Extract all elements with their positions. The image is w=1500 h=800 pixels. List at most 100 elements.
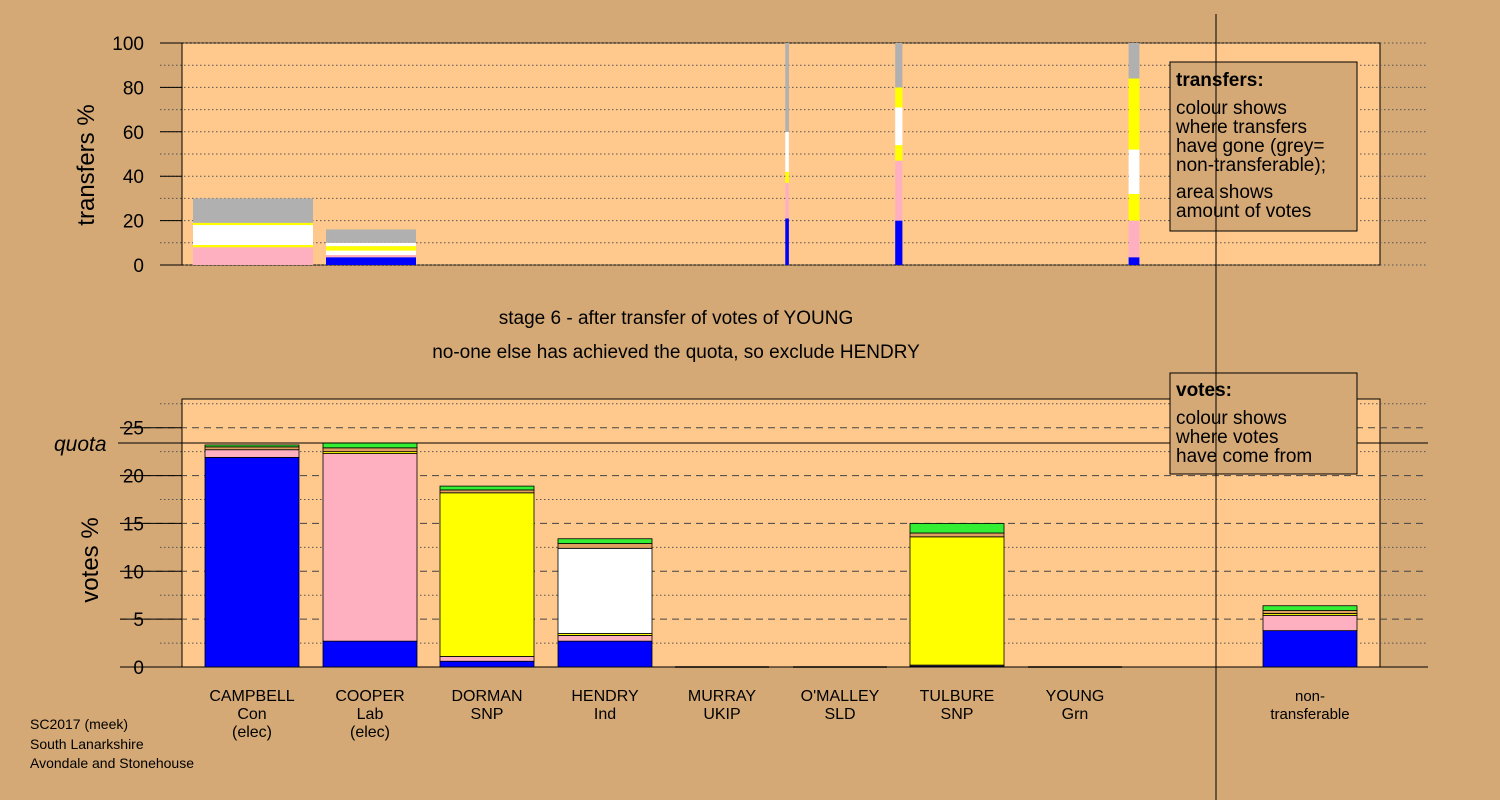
votes-y-tick-label: 25 <box>123 419 144 440</box>
candidate-labels: CAMPBELLCon(elec)COOPERLab(elec)DORMANSN… <box>209 688 1349 741</box>
votes-legend-line: where votes <box>1175 427 1278 448</box>
transfer-segment <box>895 43 903 88</box>
vote-segment <box>1262 610 1358 614</box>
candidate-label: SNP <box>471 706 504 723</box>
vote-segment <box>557 547 653 634</box>
votes-bars <box>204 442 1358 668</box>
vote-segment <box>557 635 653 642</box>
transfer-segment <box>193 222 313 226</box>
transfer-segment <box>193 245 313 248</box>
vote-segment <box>1262 605 1358 611</box>
vote-bar <box>322 442 418 668</box>
votes-y-axis-label: votes % <box>77 517 104 602</box>
transfer-segment <box>1128 43 1140 79</box>
votes-y-tick-label: 15 <box>123 514 144 535</box>
candidate-label: TULBURE <box>920 688 995 705</box>
vote-segment <box>439 485 535 491</box>
transfer-segment <box>193 247 313 265</box>
transfer-segment <box>326 250 416 256</box>
transfer-segment <box>326 242 416 247</box>
nontransferable-label: transferable <box>1270 706 1349 723</box>
transfer-segment <box>785 182 789 219</box>
transfers-y-tick-label: 0 <box>133 256 144 277</box>
candidate-label: SNP <box>941 706 974 723</box>
transfers-bars <box>193 43 1140 265</box>
transfers-legend-title: transfers: <box>1176 70 1264 91</box>
transfer-segment <box>326 255 416 258</box>
votes-y-tick-label: 10 <box>123 562 144 583</box>
candidate-label: COOPER <box>335 688 404 705</box>
transfer-segment <box>326 246 416 251</box>
stage-subtitle: no-one else has achieved the quota, so e… <box>432 342 920 363</box>
candidate-label: SLD <box>824 706 855 723</box>
transfer-segment <box>1128 78 1140 150</box>
vote-segment <box>204 446 300 451</box>
vote-segment <box>322 640 418 668</box>
transfers-legend-line: have gone (grey= <box>1176 136 1324 157</box>
candidate-label: CAMPBELL <box>209 688 294 705</box>
transfers-legend-line: area shows <box>1176 182 1273 203</box>
transfer-segment <box>1128 193 1140 221</box>
transfer-segment <box>326 257 416 265</box>
transfers-legend: transfers: colour shows where transfers … <box>1169 61 1358 232</box>
transfer-bar <box>193 198 313 265</box>
transfers-y-tick-label: 80 <box>123 78 144 99</box>
candidate-label: MURRAY <box>688 688 756 705</box>
votes-y-tick-label: 0 <box>133 658 144 679</box>
vote-segment <box>322 453 418 642</box>
vote-segment <box>1262 630 1358 668</box>
transfer-segment <box>785 218 789 265</box>
nontransferable-label: non- <box>1295 688 1325 705</box>
vote-bar <box>439 485 535 668</box>
transfer-segment <box>785 131 789 172</box>
candidate-label: Grn <box>1062 706 1089 723</box>
votes-legend-line: have come from <box>1176 446 1312 467</box>
transfer-bar <box>785 43 789 265</box>
transfers-legend-line: colour shows <box>1176 98 1287 119</box>
candidate-label: Lab <box>357 706 384 723</box>
vote-bar <box>557 538 653 668</box>
vote-segment <box>909 532 1005 538</box>
vote-bar <box>909 523 1005 668</box>
transfer-segment <box>895 107 903 146</box>
stage-title: stage 6 - after transfer of votes of YOU… <box>499 308 853 329</box>
transfer-segment <box>193 225 313 246</box>
transfer-segment <box>785 171 789 183</box>
transfer-segment <box>785 43 789 132</box>
footer-line: Avondale and Stonehouse <box>30 755 194 771</box>
vote-segment <box>439 489 535 494</box>
transfers-panel: 0 20 40 60 80 100 transfers % transfers: colo… <box>73 34 1428 277</box>
footer-line: SC2017 (meek) <box>30 716 128 732</box>
vote-segment <box>439 656 535 662</box>
transfers-y-axis: 0 20 40 60 80 100 <box>112 34 182 277</box>
transfer-segment <box>193 198 313 223</box>
transfer-segment <box>326 229 416 243</box>
candidate-label: (elec) <box>232 724 272 741</box>
transfers-y-tick-label: 40 <box>123 167 144 188</box>
transfers-y-tick-label: 60 <box>123 123 144 144</box>
vote-segment <box>204 449 300 458</box>
quota-label: quota <box>54 433 107 456</box>
transfer-segment <box>1128 220 1140 258</box>
votes-legend-line: colour shows <box>1176 408 1287 429</box>
candidate-label: O'MALLEY <box>801 688 880 705</box>
votes-y-tick-label: 5 <box>133 610 144 631</box>
votes-legend-title: votes: <box>1176 380 1232 401</box>
vote-segment <box>557 538 653 544</box>
transfer-segment <box>895 160 903 221</box>
transfers-legend-line: amount of votes <box>1176 201 1311 222</box>
candidate-label: (elec) <box>350 724 390 741</box>
transfers-y-tick-label: 100 <box>112 34 144 55</box>
vote-segment <box>439 492 535 657</box>
vote-segment <box>204 444 300 448</box>
transfer-segment <box>895 220 903 265</box>
transfer-bar <box>326 229 416 265</box>
vote-segment <box>1262 614 1358 632</box>
transfers-legend-line: where transfers <box>1175 117 1307 138</box>
vote-segment <box>204 456 300 668</box>
votes-legend-box <box>1169 372 1358 475</box>
transfer-bar <box>1128 43 1140 265</box>
transfer-segment <box>1128 257 1140 265</box>
